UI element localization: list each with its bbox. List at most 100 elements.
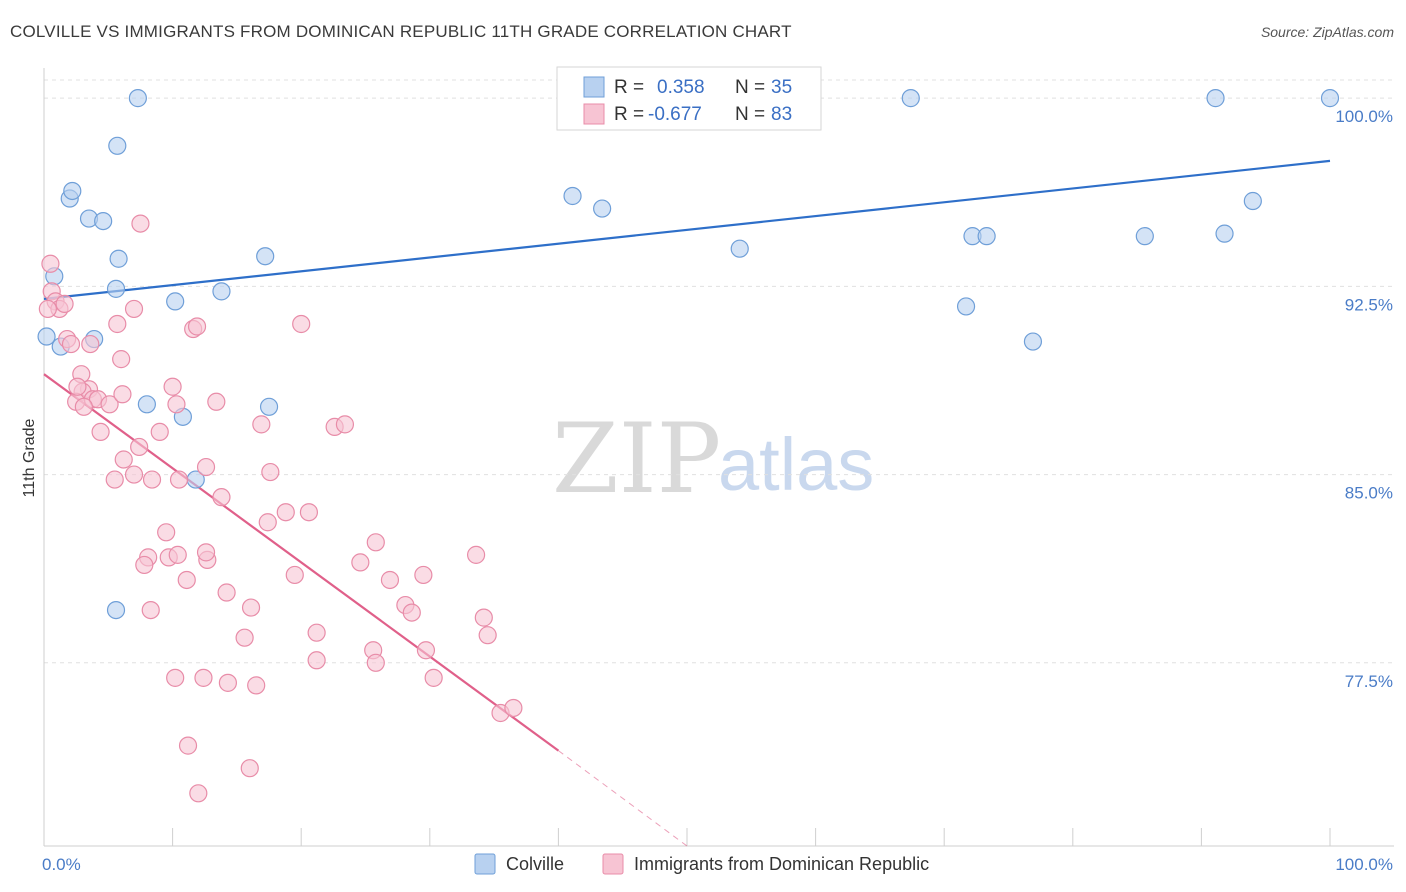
- point-dominican: [74, 397, 93, 416]
- legend-r-value-colville: 0.358: [657, 77, 705, 98]
- point-dominican: [366, 533, 385, 552]
- point-dominican: [187, 317, 207, 336]
- point-colville: [1135, 227, 1154, 246]
- point-dominican: [61, 334, 81, 354]
- axes: [43, 68, 1394, 847]
- point-colville: [1023, 332, 1043, 351]
- point-dominican: [240, 759, 259, 778]
- point-colville: [94, 211, 113, 231]
- legend-r-label-colville: R =: [614, 77, 644, 98]
- legend-n-value-colville: 35: [771, 77, 792, 98]
- trend-line-dominican-extrapolated: [558, 750, 688, 847]
- point-dominican: [167, 395, 186, 414]
- point-dominican: [307, 651, 326, 670]
- point-dominican: [466, 545, 486, 564]
- point-dominican: [189, 784, 208, 803]
- point-colville: [730, 239, 749, 258]
- source-credit: Source: ZipAtlas.com: [1260, 24, 1394, 40]
- point-colville: [109, 249, 128, 268]
- point-colville: [137, 395, 156, 414]
- x-tick-label-min: 0.0%: [42, 855, 81, 874]
- point-dominican: [351, 553, 370, 572]
- y-tick-label: 85.0%: [1345, 484, 1393, 503]
- point-dominican: [276, 503, 295, 522]
- legend-r-label-dominican: R =: [614, 104, 644, 125]
- point-colville: [1206, 89, 1225, 108]
- point-colville: [106, 600, 126, 620]
- bottom-legend-swatch-colville: [474, 853, 496, 875]
- data-points: [37, 89, 1340, 803]
- point-dominican: [194, 668, 213, 687]
- point-dominican: [307, 623, 326, 642]
- point-dominican: [424, 668, 443, 687]
- chart-title: COLVILLE VS IMMIGRANTS FROM DOMINICAN RE…: [10, 22, 792, 41]
- watermark-atlas: atlas: [718, 423, 874, 506]
- point-dominican: [196, 457, 216, 477]
- trend-line-dominican: [43, 373, 560, 752]
- point-colville: [901, 89, 920, 108]
- point-dominican: [163, 377, 182, 396]
- point-dominican: [114, 450, 133, 469]
- point-dominican: [169, 470, 189, 489]
- point-dominican: [285, 565, 304, 585]
- point-colville: [956, 297, 976, 316]
- point-dominican: [105, 470, 124, 489]
- point-dominican: [402, 603, 421, 622]
- legend-swatch-dominican: [583, 103, 605, 125]
- legend-swatch-colville: [583, 76, 605, 98]
- point-dominican: [142, 470, 162, 489]
- point-dominican: [130, 437, 149, 457]
- point-colville: [106, 279, 126, 298]
- point-dominican: [91, 422, 110, 442]
- point-colville: [37, 327, 56, 346]
- point-colville: [1320, 89, 1340, 108]
- point-dominican: [380, 570, 400, 590]
- point-dominican: [416, 641, 436, 660]
- point-dominican: [141, 600, 160, 620]
- point-dominican: [196, 543, 216, 562]
- point-dominican: [124, 465, 144, 484]
- legend-n-value-dominican: 83: [771, 104, 792, 125]
- point-dominican: [258, 513, 277, 532]
- series-legend: Colville Immigrants from Dominican Repub…: [474, 853, 929, 875]
- point-dominican: [81, 334, 100, 354]
- point-dominican: [157, 523, 176, 542]
- point-dominican: [68, 377, 87, 396]
- point-dominican: [100, 395, 119, 414]
- point-dominican: [504, 698, 523, 718]
- point-colville: [212, 282, 231, 301]
- y-tick-label: 100.0%: [1335, 107, 1393, 126]
- point-dominican: [335, 415, 355, 434]
- trend-lines: [43, 159, 1331, 847]
- y-axis-label: 11th Grade: [21, 418, 38, 497]
- watermark-zip: ZIP: [552, 403, 721, 515]
- point-colville: [259, 397, 279, 416]
- point-dominican: [366, 653, 385, 672]
- point-dominican: [218, 673, 237, 692]
- bottom-legend-label-dominican: Immigrants from Dominican Republic: [634, 854, 929, 874]
- point-dominican: [113, 385, 132, 404]
- point-colville: [128, 89, 147, 108]
- x-tick-label-max: 100.0%: [1335, 855, 1393, 874]
- point-colville: [563, 186, 582, 206]
- point-dominican: [261, 462, 280, 482]
- point-dominican: [112, 350, 131, 369]
- legend-n-label-dominican: N =: [735, 104, 765, 125]
- point-dominican: [292, 314, 311, 334]
- correlation-legend: R = 0.358 N = 35 R = -0.677 N = 83: [556, 66, 822, 131]
- y-tick-label: 92.5%: [1345, 295, 1393, 314]
- point-colville: [1243, 191, 1262, 211]
- point-dominican: [178, 736, 198, 755]
- x-tick-labels: 0.0% 100.0%: [42, 855, 1393, 874]
- point-dominican: [235, 628, 254, 647]
- point-dominican: [241, 598, 261, 617]
- point-dominican: [217, 583, 236, 602]
- bottom-legend-swatch-dominican: [602, 853, 624, 875]
- point-dominican: [252, 415, 271, 434]
- point-colville: [63, 181, 82, 201]
- point-dominican: [212, 488, 231, 507]
- gridlines: [44, 79, 1394, 664]
- point-colville: [166, 292, 185, 311]
- bottom-legend-label-colville: Colville: [506, 854, 564, 874]
